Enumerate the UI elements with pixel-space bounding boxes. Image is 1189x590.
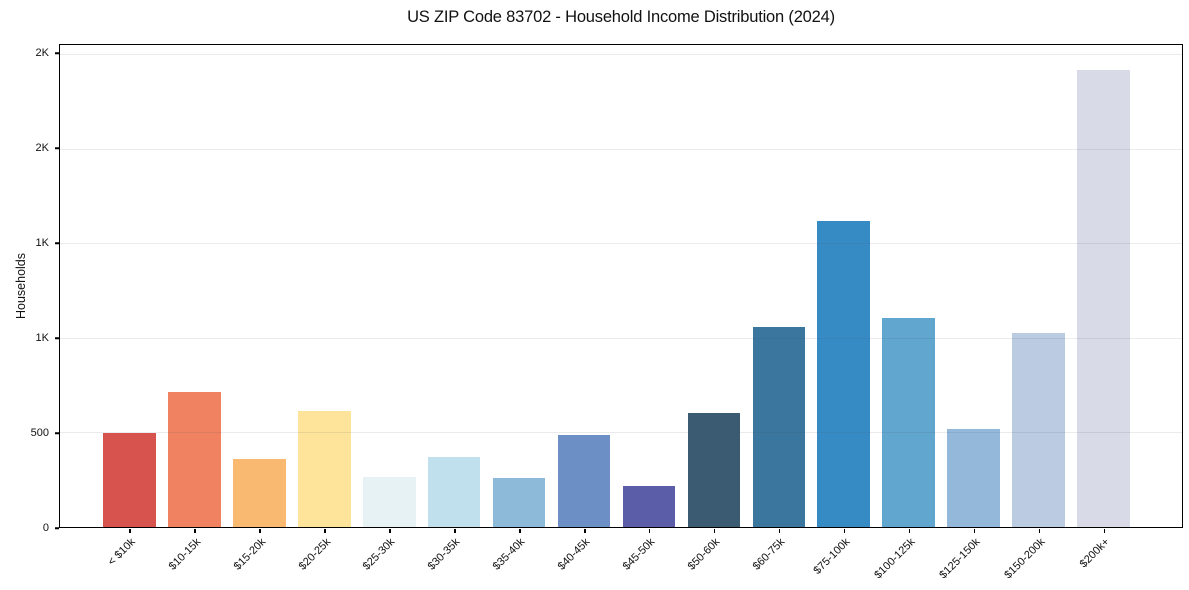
chart-title: US ZIP Code 83702 - Household Income Dis… [407,8,835,26]
x-tick-mark [648,529,651,533]
bar [1077,69,1130,527]
bar [882,318,936,527]
bar-cell: $75-100k [811,45,876,577]
y-tick-label: 1K [35,237,49,250]
bar [427,457,481,527]
x-tick-label: $25-30k [361,536,398,573]
bar-cell: $200k+ [1071,45,1136,570]
bar-cell: $100-125k [872,45,941,581]
y-tick-label: 500 [30,427,49,440]
x-tick-mark [713,529,716,533]
gridline [60,337,1182,339]
bar [687,412,741,527]
bar [168,391,221,527]
bar-cell: $45-50k [617,45,682,573]
bar [817,220,871,527]
x-tick-label: $125-150k [936,536,983,582]
x-tick-mark [778,529,781,533]
x-tick-mark [1038,529,1041,533]
x-tick-label: $15-20k [231,536,268,573]
gridline [60,243,1182,245]
x-tick-label: $20-25k [296,536,333,573]
bar-cell: $60-75k [746,45,811,573]
x-tick-label: $10-15k [166,536,203,573]
x-tick-label: $75-100k [811,536,853,577]
bars-container: < $10k $10-15k $15-20k $20-25k $25-30k $30-35… [60,45,1182,581]
y-tick-mark [55,242,59,245]
y-tick-label: 2K [35,142,49,155]
y-tick-mark [55,52,59,55]
bar-cell: < $10k [97,45,162,568]
x-tick-mark [259,529,261,533]
plot-area: < $10k $10-15k $15-20k $20-25k $25-30k $30-35… [59,44,1183,581]
x-tick-label: $150-200k [1001,536,1048,582]
bar-cell: $10-15k [162,45,227,573]
y-tick-mark [55,527,59,529]
gridline [60,432,1182,434]
x-tick-mark [129,529,131,533]
x-tick-mark [973,529,976,533]
x-tick-label: $200k+ [1077,536,1113,571]
y-tick-label: 1K [35,332,49,345]
y-tick-mark [55,147,59,150]
x-tick-mark [843,529,846,533]
x-tick-label: $100-125k [871,536,918,582]
x-tick-mark [454,529,456,533]
bar [622,486,676,527]
bar [557,435,611,527]
bar-cell: $40-45k [552,45,617,573]
bar [103,432,156,527]
bar [233,458,286,527]
bar-cell: $25-30k [357,45,422,573]
y-tick-mark [55,337,59,339]
y-tick-label: 0 [42,522,49,534]
x-tick-mark [324,529,326,533]
bar [492,477,546,527]
x-tick-mark [1103,529,1106,533]
bar [947,428,1000,527]
bar [297,410,351,527]
bar-cell: $50-60k [681,45,746,573]
x-tick-label: $40-45k [555,536,593,573]
x-tick-label: $35-40k [490,536,528,573]
bar-cell: $35-40k [487,45,552,573]
bar-cell: $15-20k [227,45,292,573]
bar [1012,333,1065,527]
y-axis: 0 500 1K 1K 2K 2K [0,44,59,534]
bar-cell: $20-25k [292,45,357,573]
y-tick-mark [55,432,59,434]
bar-cell: $30-35k [422,45,487,573]
gridline [60,148,1182,150]
bar [752,326,806,527]
x-tick-mark [584,529,586,533]
x-tick-label: $60-75k [750,536,788,573]
x-tick-mark [389,529,391,533]
gridline [60,54,1182,56]
x-tick-label: $50-60k [685,536,723,573]
y-tick-label: 2K [35,47,49,60]
x-tick-label: $30-35k [426,536,463,573]
bar-cell: $150-200k [1002,45,1071,581]
bar-cell: $125-150k [937,45,1006,581]
x-tick-mark [519,529,521,533]
x-tick-label: < $10k [105,536,138,569]
bar [362,476,416,527]
x-tick-label: $45-50k [620,536,658,573]
x-tick-mark [194,529,196,533]
x-tick-mark [908,529,911,533]
